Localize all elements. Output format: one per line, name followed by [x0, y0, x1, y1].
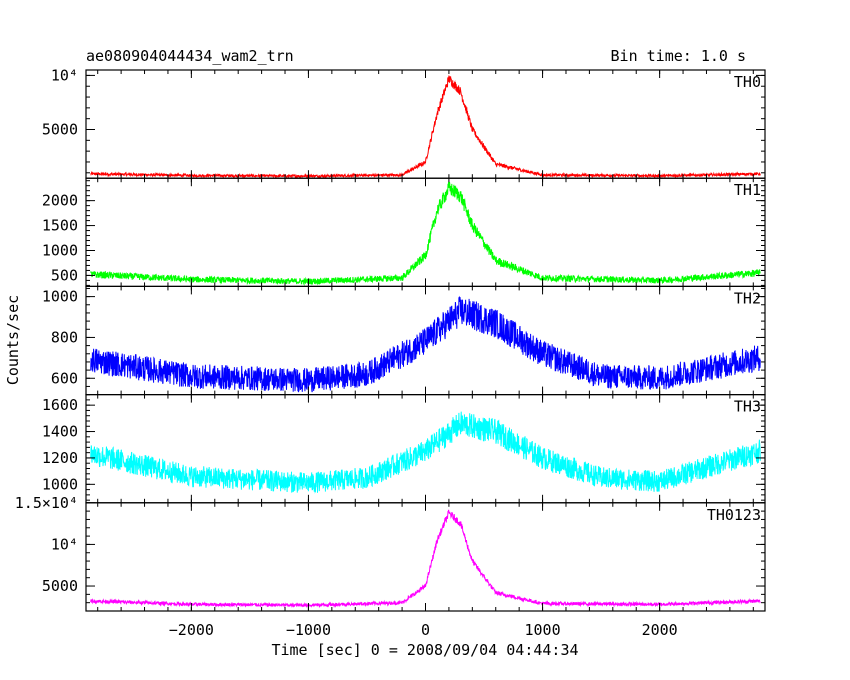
- panel-th0123: 5000 10⁴ 1.5×10⁴ TH0123: [15, 494, 766, 612]
- y-axis-label: Counts/sec: [4, 295, 22, 385]
- y-tick-label: 1400: [42, 423, 78, 441]
- y-tick-label: 1600: [42, 396, 78, 414]
- series-th1: [90, 181, 761, 287]
- panel-label-th0: TH0: [734, 73, 761, 91]
- y-tick-label: 1200: [42, 449, 78, 467]
- y-tick-label: 1000: [42, 475, 78, 493]
- panels-group: 5000 10⁴ TH0 500 1000 1500 2000 TH1 600 800 1000 TH…: [15, 66, 766, 612]
- x-tick-label: 2000: [642, 621, 678, 639]
- x-axis: −2000 −1000 0 1000 2000: [169, 621, 678, 639]
- y-tick-label: 5000: [42, 121, 78, 139]
- panel-th1: 500 1000 1500 2000 TH1: [42, 177, 766, 287]
- y-tick-label: 1000: [42, 241, 78, 259]
- series-th0123: [90, 509, 761, 608]
- y-tick-label: 600: [51, 369, 78, 387]
- x-tick-label: −2000: [169, 621, 214, 639]
- panel-label-th2: TH2: [734, 289, 761, 307]
- x-tick-label: 1000: [525, 621, 561, 639]
- x-tick-label: −1000: [286, 621, 331, 639]
- bin-time-label: Bin time: 1.0 s: [611, 47, 746, 65]
- panel-label-th0123: TH0123: [707, 506, 761, 524]
- series-th2: [90, 295, 761, 393]
- panel-label-th3: TH3: [734, 398, 761, 416]
- panel-label-th1: TH1: [734, 181, 761, 199]
- y-tick-label: 10⁴: [51, 66, 78, 84]
- y-tick-label: 1.5×10⁴: [15, 494, 78, 512]
- panel-th3: 1000 1200 1400 1600 TH3: [42, 394, 766, 504]
- series-th3: [90, 411, 761, 494]
- series-th0: [90, 75, 761, 179]
- panel-frame: [85, 177, 766, 287]
- panel-th0: 5000 10⁴ TH0: [42, 66, 766, 179]
- y-tick-label: 5000: [42, 577, 78, 595]
- y-tick-label: 1500: [42, 217, 78, 235]
- y-tick-label: 800: [51, 328, 78, 346]
- x-tick-label: 0: [421, 621, 430, 639]
- x-axis-label: Time [sec] 0 = 2008/09/04 04:44:34: [271, 641, 578, 659]
- y-tick-label: 2000: [42, 192, 78, 210]
- panel-frame: [85, 502, 766, 612]
- panel-th2: 600 800 1000 TH2: [42, 285, 766, 396]
- chart-title: ae080904044434_wam2_trn: [86, 47, 294, 65]
- y-tick-label: 1000: [42, 288, 78, 306]
- y-tick-label: 10⁴: [51, 535, 78, 553]
- y-tick-label: 500: [51, 266, 78, 284]
